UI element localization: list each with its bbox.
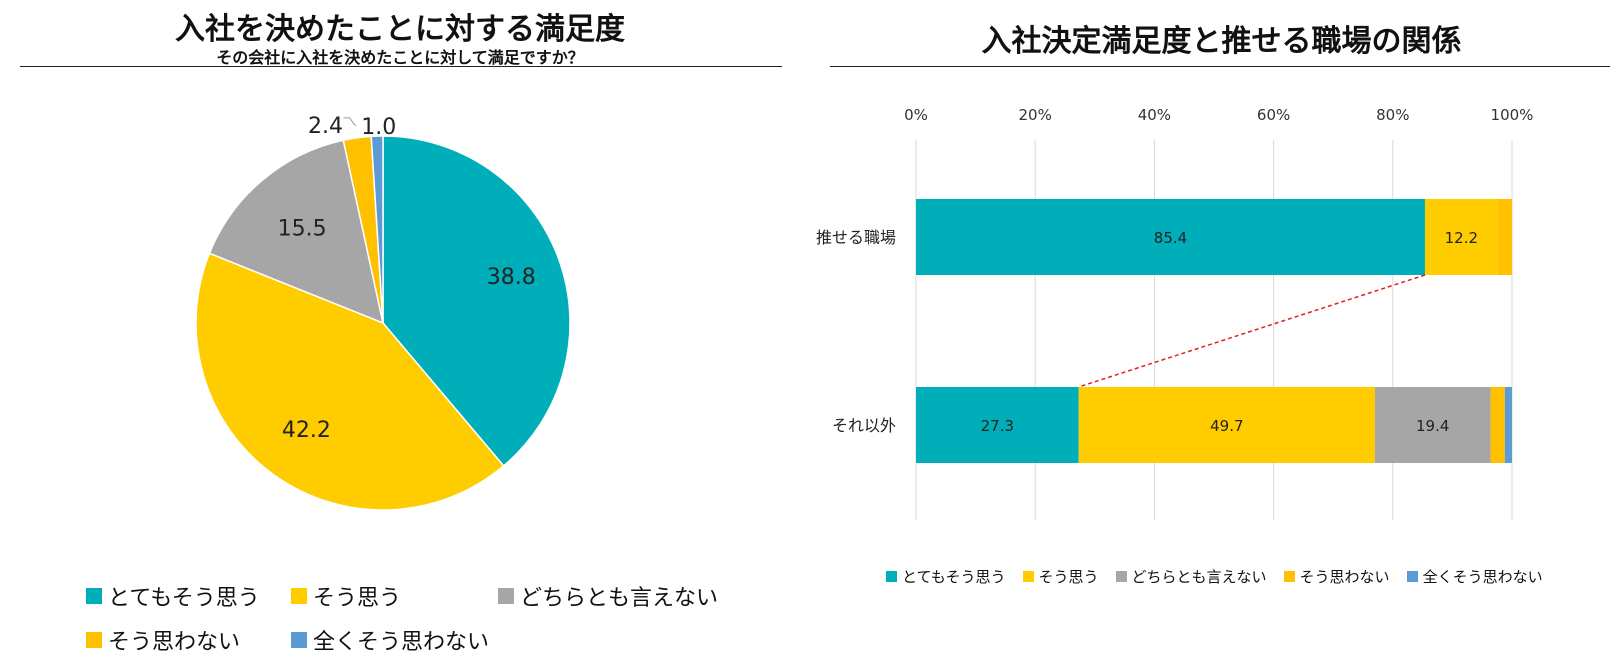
pie-title-divider: [20, 66, 782, 67]
bar-legend-item: とてもそう思う: [886, 566, 1006, 587]
bar-data-label: 27.3: [981, 417, 1014, 435]
pie-data-label: 1.0: [361, 115, 396, 140]
legend-label: 全くそう思わない: [1422, 568, 1543, 586]
pie-chart-title: 入社を決めたことに対する満足度: [175, 12, 625, 47]
pie-legend-item: そう思わない: [86, 624, 240, 656]
legend-label: そう思う: [313, 586, 402, 611]
legend-label: そう思う: [1038, 568, 1099, 586]
bar-segment: [916, 199, 1425, 275]
pie-data-label: 42.2: [282, 418, 331, 443]
pie-slice: [195, 252, 505, 511]
x-tick-label: 60%: [1257, 106, 1290, 124]
bar-data-label: 12.2: [1445, 229, 1478, 247]
dashed-connector: [1078, 274, 1426, 388]
legend-swatch: [1022, 571, 1034, 582]
bar-segment: [1497, 199, 1512, 275]
x-tick-label: 100%: [1491, 106, 1534, 124]
pie-slice: [370, 135, 384, 324]
x-tick-label: 40%: [1138, 106, 1171, 124]
legend-swatch: [86, 632, 102, 648]
legend-label: そう思わない: [108, 630, 241, 655]
bar-data-label: 85.4: [1154, 229, 1187, 247]
pie-data-label: 2.4: [308, 114, 343, 139]
bar-segment: [1490, 387, 1505, 463]
x-tick-label: 0%: [904, 106, 928, 124]
legend-swatch: [1283, 571, 1295, 582]
bar-segment: [1374, 387, 1491, 463]
pie-chart-subtitle: その会社に入社を決めたことに対して満足ですか？: [216, 48, 584, 67]
pie-legend-item: 全くそう思わない: [291, 624, 489, 656]
y-category-label: それ以外: [832, 416, 896, 435]
legend-label: 全くそう思わない: [313, 630, 490, 655]
bar-data-label: 19.4: [1416, 417, 1449, 435]
legend-label: どちらとも言えない: [520, 586, 719, 611]
legend-label: とてもそう思う: [902, 568, 1006, 586]
stacked-bar-chart: 0% 20% 40% 60% 80% 100% 推せる職場 85.4 12.2 それ以外 27.3 4…: [816, 106, 1534, 520]
legend-swatch: [1115, 571, 1127, 582]
legend-swatch: [86, 588, 102, 604]
pie-chart-panel: 入社を決めたことに対する満足度 その会社に入社を決めたことに対して満足ですか？ …: [0, 0, 800, 661]
bar-legend-item: そう思わない: [1283, 566, 1390, 587]
y-category-label: 推せる職場: [816, 228, 896, 247]
bar-legend: とてもそう思う そう思う どちらとも言えない そう思わない 全くそう思わない: [886, 566, 1560, 587]
bar-legend-item: 全くそう思わない: [1406, 566, 1543, 587]
legend-label: そう思わない: [1299, 568, 1390, 586]
legend-label: どちらとも言えない: [1131, 568, 1267, 586]
bar-chart-panel: 入社決定満足度と推せる職場の関係 0% 20% 40% 60% 80% 100% 推せる職場…: [816, 0, 1623, 661]
legend-swatch: [1406, 571, 1418, 582]
bar-data-label: 49.7: [1210, 417, 1243, 435]
pie-data-label: 15.5: [278, 216, 327, 241]
bar-legend-item: どちらとも言えない: [1115, 566, 1267, 587]
pie-slice: [208, 139, 385, 325]
legend-swatch: [291, 632, 307, 648]
pie-slice: [382, 135, 571, 467]
legend-swatch: [498, 588, 514, 604]
pie-data-label: 38.8: [487, 265, 536, 290]
bar-chart-title: 入社決定満足度と推せる職場の関係: [981, 24, 1462, 59]
legend-label: とてもそう思う: [108, 586, 260, 611]
pie-legend-item: どちらとも言えない: [498, 580, 718, 612]
pie-leader-line: [343, 117, 356, 127]
bar-segment: [916, 387, 1079, 463]
legend-swatch: [291, 588, 307, 604]
bar-legend-item: そう思う: [1022, 566, 1099, 587]
bar-title-divider: [830, 66, 1610, 67]
bar-segment: [1424, 199, 1498, 275]
pie-legend-item: とてもそう思う: [86, 580, 260, 612]
bar-segment: [1504, 387, 1512, 463]
legend-swatch: [886, 571, 897, 582]
bar-segment: [1078, 387, 1375, 463]
pie-chart: 38.8 42.2 15.5 2.4 1.0: [195, 114, 571, 511]
x-tick-label: 80%: [1376, 106, 1409, 124]
x-tick-label: 20%: [1019, 106, 1052, 124]
pie-legend-item: そう思う: [291, 580, 401, 612]
